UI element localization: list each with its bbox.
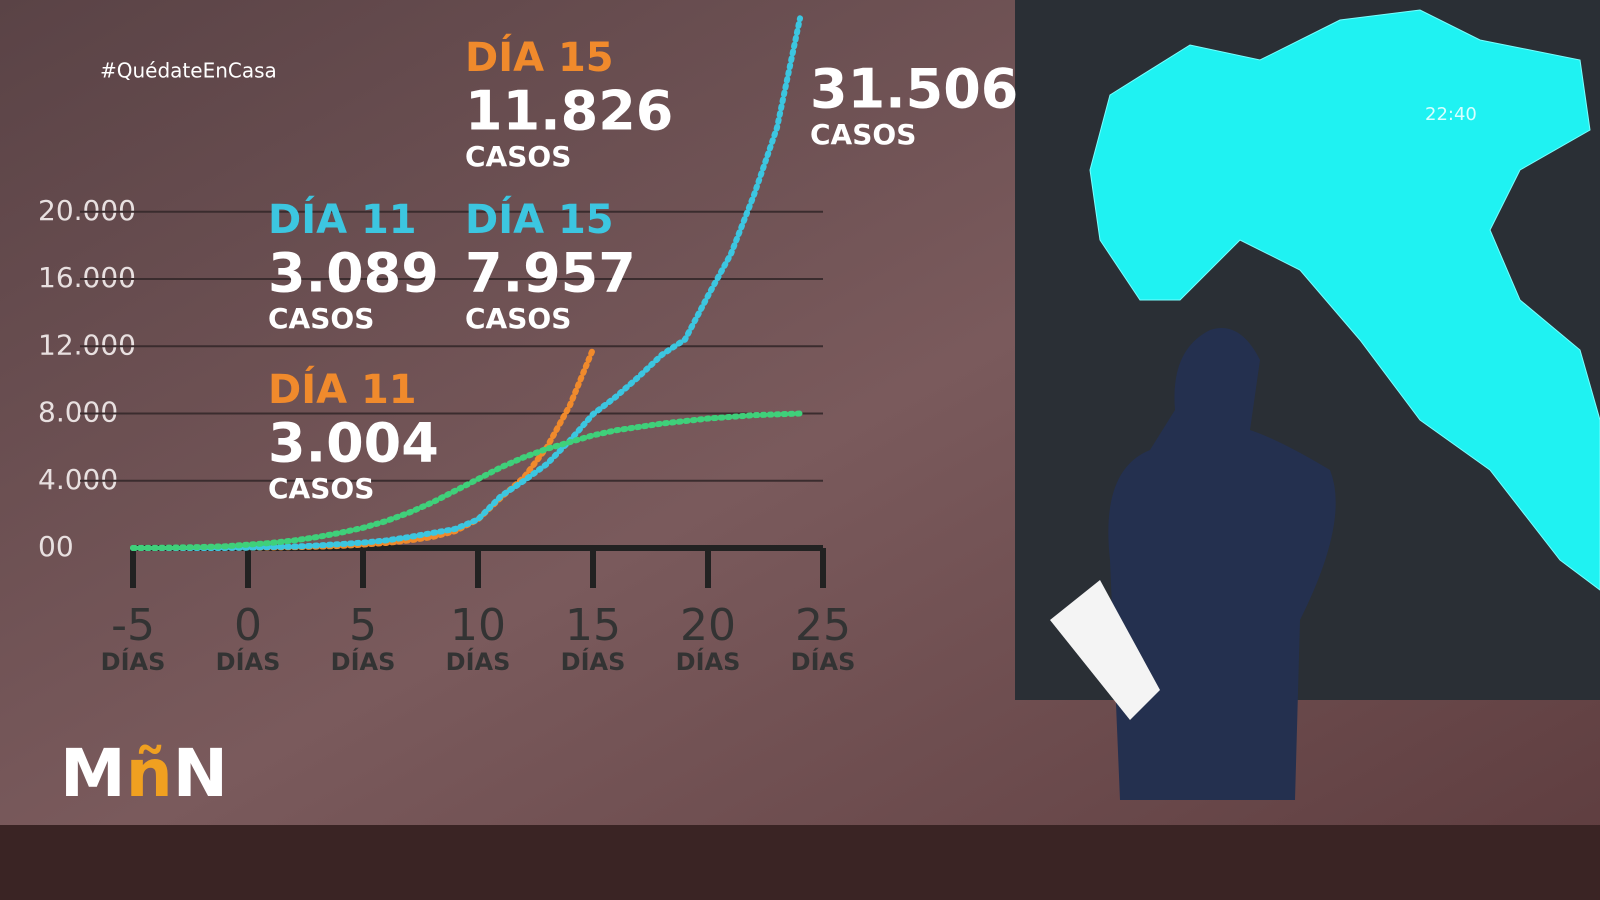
x-unit: DÍAS bbox=[561, 647, 626, 676]
presenter bbox=[1108, 328, 1336, 800]
logo: MñN bbox=[60, 735, 228, 812]
x-tick-label: 0 bbox=[234, 600, 262, 651]
bottom-band bbox=[0, 825, 1600, 900]
x-unit: DÍAS bbox=[676, 647, 741, 676]
annotation-value: 7.957 bbox=[465, 242, 636, 305]
annotation-day: DÍA 11 bbox=[268, 365, 417, 413]
y-tick-label: 20.000 bbox=[38, 194, 136, 227]
annotation-value: 3.004 bbox=[268, 412, 439, 475]
x-tick-label: 25 bbox=[795, 600, 851, 651]
y-tick-label: 00 bbox=[38, 530, 74, 563]
x-tick-label: -5 bbox=[111, 600, 155, 651]
annotation-value: 31.506 bbox=[810, 58, 1018, 121]
hashtag: #QuédateEnCasa bbox=[100, 59, 277, 83]
logo-part: ñ bbox=[126, 735, 173, 812]
annotation-day: DÍA 11 bbox=[268, 195, 417, 243]
y-tick-label: 12.000 bbox=[38, 328, 136, 361]
series-line bbox=[130, 410, 803, 551]
annotation-value: 3.089 bbox=[268, 242, 439, 305]
x-unit: DÍAS bbox=[331, 647, 396, 676]
annotation-unit: CASOS bbox=[810, 118, 916, 151]
annotation-value: 11.826 bbox=[465, 80, 673, 143]
y-tick-label: 4.000 bbox=[38, 463, 118, 496]
annotation-unit: CASOS bbox=[465, 302, 571, 335]
x-tick-label: 10 bbox=[450, 600, 506, 651]
logo-part: M bbox=[60, 735, 126, 812]
chart: 004.0008.00012.00016.00020.000-5DÍAS0DÍA… bbox=[38, 15, 1477, 812]
x-tick-label: 15 bbox=[565, 600, 621, 651]
annotation-unit: CASOS bbox=[268, 302, 374, 335]
x-unit: DÍAS bbox=[216, 647, 281, 676]
map-shape bbox=[1089, 9, 1600, 591]
annotation-day: DÍA 15 bbox=[465, 195, 614, 243]
y-tick-label: 16.000 bbox=[38, 261, 136, 294]
x-unit: DÍAS bbox=[791, 647, 856, 676]
x-unit: DÍAS bbox=[101, 647, 166, 676]
annotation-day: DÍA 15 bbox=[465, 33, 614, 81]
x-tick-label: 5 bbox=[349, 600, 377, 651]
x-unit: DÍAS bbox=[446, 647, 511, 676]
logo-part: N bbox=[173, 735, 228, 812]
x-tick-label: 20 bbox=[680, 600, 736, 651]
annotation-unit: CASOS bbox=[465, 140, 571, 173]
papers bbox=[1050, 580, 1160, 720]
annotation-unit: CASOS bbox=[268, 472, 374, 505]
clock: 22:40 bbox=[1425, 104, 1477, 125]
y-tick-label: 8.000 bbox=[38, 396, 118, 429]
